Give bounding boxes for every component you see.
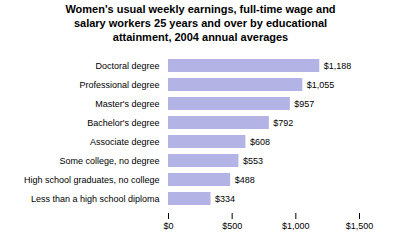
svg-text:$792: $792 — [273, 118, 293, 128]
svg-text:Doctoral degree: Doctoral degree — [95, 61, 159, 71]
svg-text:$488: $488 — [235, 175, 255, 185]
svg-text:$334: $334 — [215, 194, 235, 204]
svg-text:Bachelor's degree: Bachelor's degree — [87, 118, 159, 128]
svg-text:Some college, no degree: Some college, no degree — [59, 156, 159, 166]
svg-text:$1,000: $1,000 — [282, 221, 310, 231]
svg-text:$1,055: $1,055 — [307, 80, 335, 90]
svg-text:Associate degree: Associate degree — [90, 137, 160, 147]
svg-text:$1,500: $1,500 — [346, 221, 374, 231]
svg-text:$0: $0 — [163, 221, 173, 231]
svg-text:Master's degree: Master's degree — [95, 99, 159, 109]
svg-text:High school graduates, no coll: High school graduates, no college — [24, 175, 160, 185]
svg-text:Less than a high school diplom: Less than a high school diploma — [31, 194, 160, 204]
svg-text:$608: $608 — [250, 137, 270, 147]
svg-text:$553: $553 — [243, 156, 263, 166]
html-text:Women's usual weekly earnings,: Women's usual weekly earnings, full-time… — [65, 3, 336, 43]
svg-text:$500: $500 — [222, 221, 242, 231]
svg-text:Professional degree: Professional degree — [79, 80, 159, 90]
svg-text:$957: $957 — [294, 99, 314, 109]
svg-text:$1,188: $1,188 — [324, 61, 352, 71]
